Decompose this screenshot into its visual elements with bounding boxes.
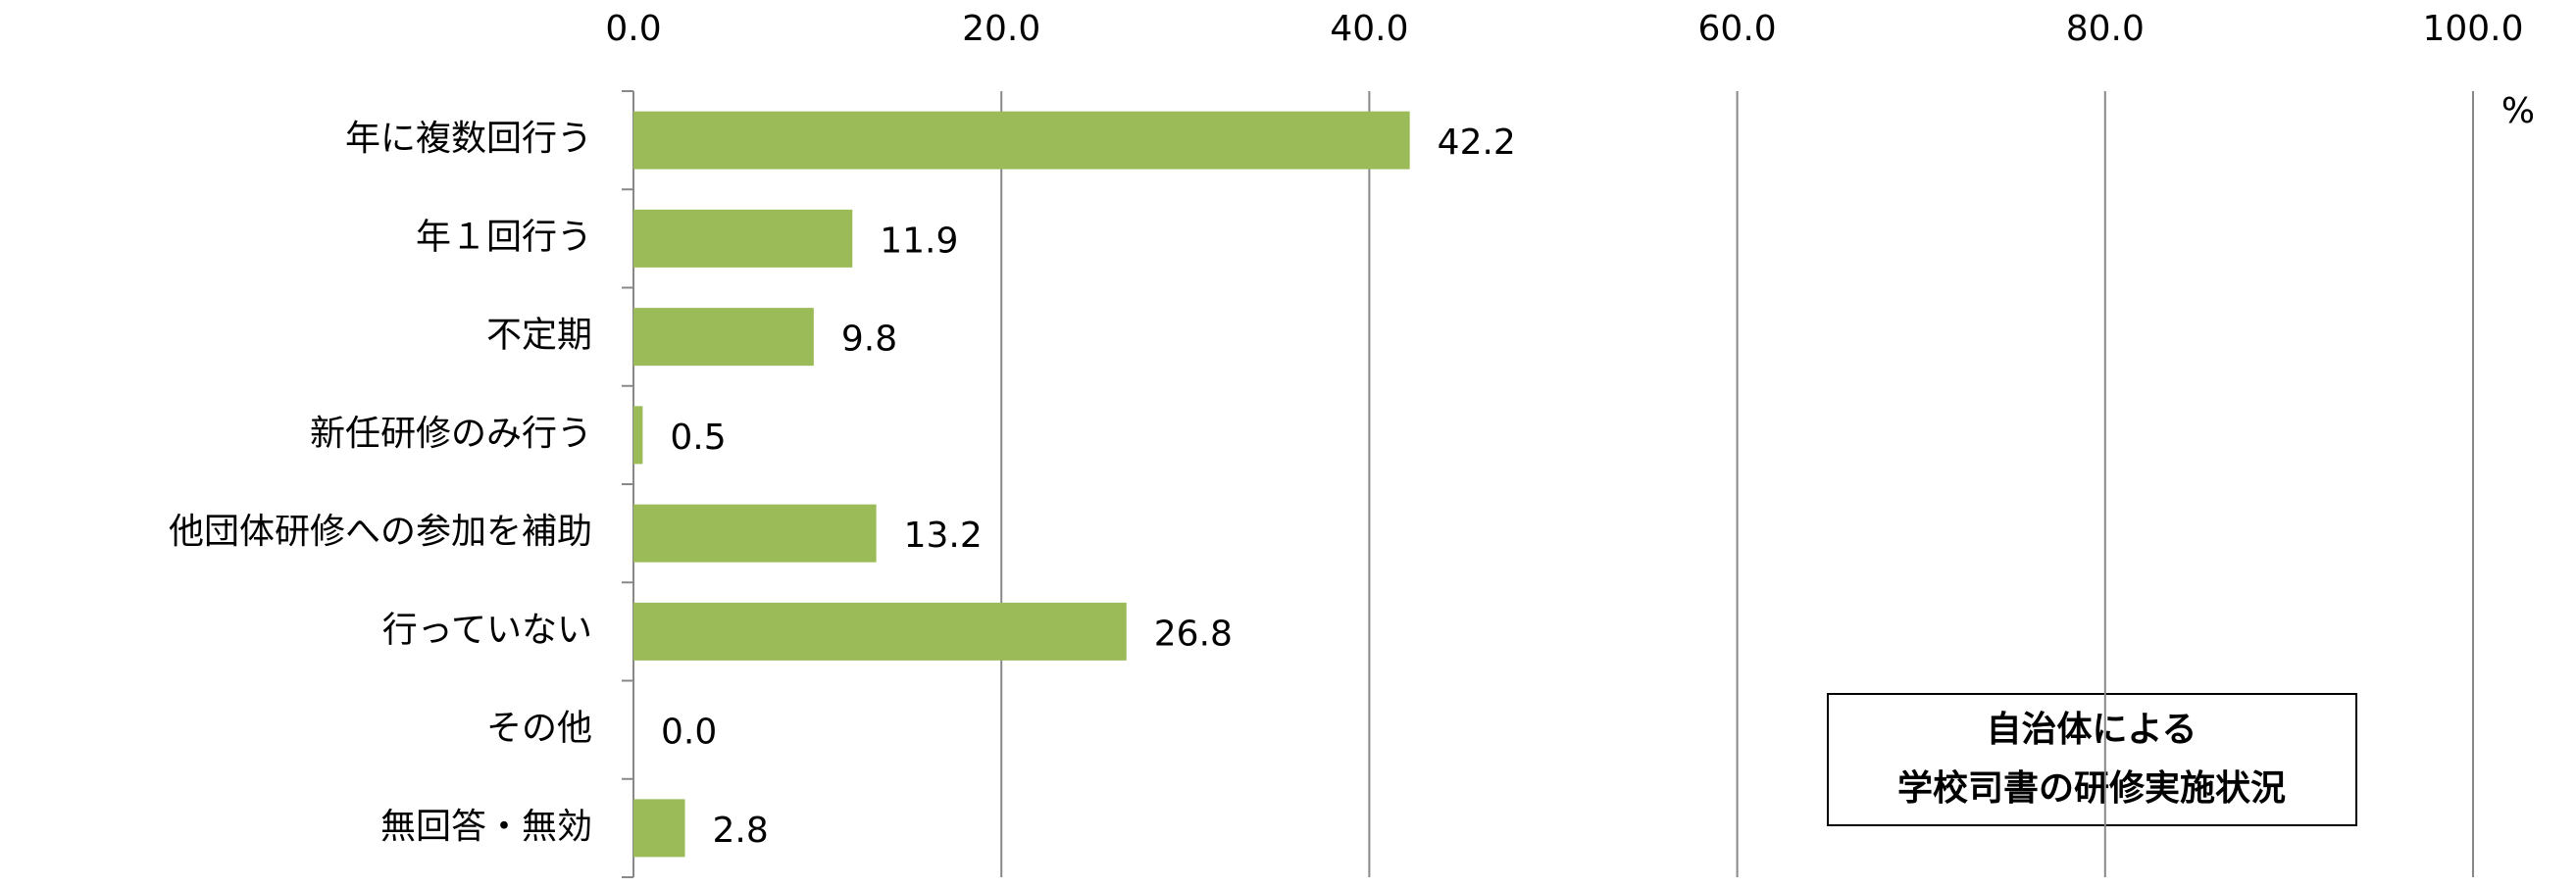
bar: [633, 602, 1127, 661]
value-label: 11.9: [880, 221, 958, 261]
y-tick-label: 他団体研修への参加を補助: [169, 512, 592, 552]
y-tick-label: 行っていない: [382, 610, 592, 650]
value-label: 42.2: [1438, 123, 1516, 163]
chart-title: 自治体による: [1987, 710, 2197, 750]
bar: [633, 308, 814, 367]
unit-label: %: [2501, 91, 2535, 131]
bar: [633, 209, 853, 268]
value-label: 13.2: [904, 516, 983, 556]
value-label: 2.8: [713, 811, 769, 851]
y-tick-label: その他: [486, 709, 592, 749]
value-label: 0.5: [670, 418, 726, 458]
bar: [633, 504, 877, 563]
title-box: [1827, 693, 2357, 826]
bar: [633, 111, 1410, 170]
y-tick-label: 年に複数回行う: [345, 119, 592, 159]
x-tick-label: 0.0: [605, 9, 661, 49]
value-label: 9.8: [841, 320, 897, 360]
bar: [633, 406, 643, 465]
x-tick-label: 20.0: [962, 9, 1040, 49]
chart-title: 学校司書の研修実施状況: [1897, 767, 2286, 809]
y-tick-label: 不定期: [486, 316, 592, 356]
y-tick-label: 無回答・無効: [380, 807, 592, 847]
x-tick-label: 100.0: [2422, 9, 2523, 49]
x-tick-label: 40.0: [1330, 9, 1408, 49]
y-tick-label: 新任研修のみ行う: [310, 414, 592, 454]
y-tick-label: 年１回行う: [416, 217, 592, 257]
value-label: 0.0: [661, 713, 717, 753]
x-tick-label: 60.0: [1698, 9, 1777, 49]
value-label: 26.8: [1154, 614, 1233, 654]
bar: [633, 799, 685, 858]
x-tick-label: 80.0: [2066, 9, 2145, 49]
